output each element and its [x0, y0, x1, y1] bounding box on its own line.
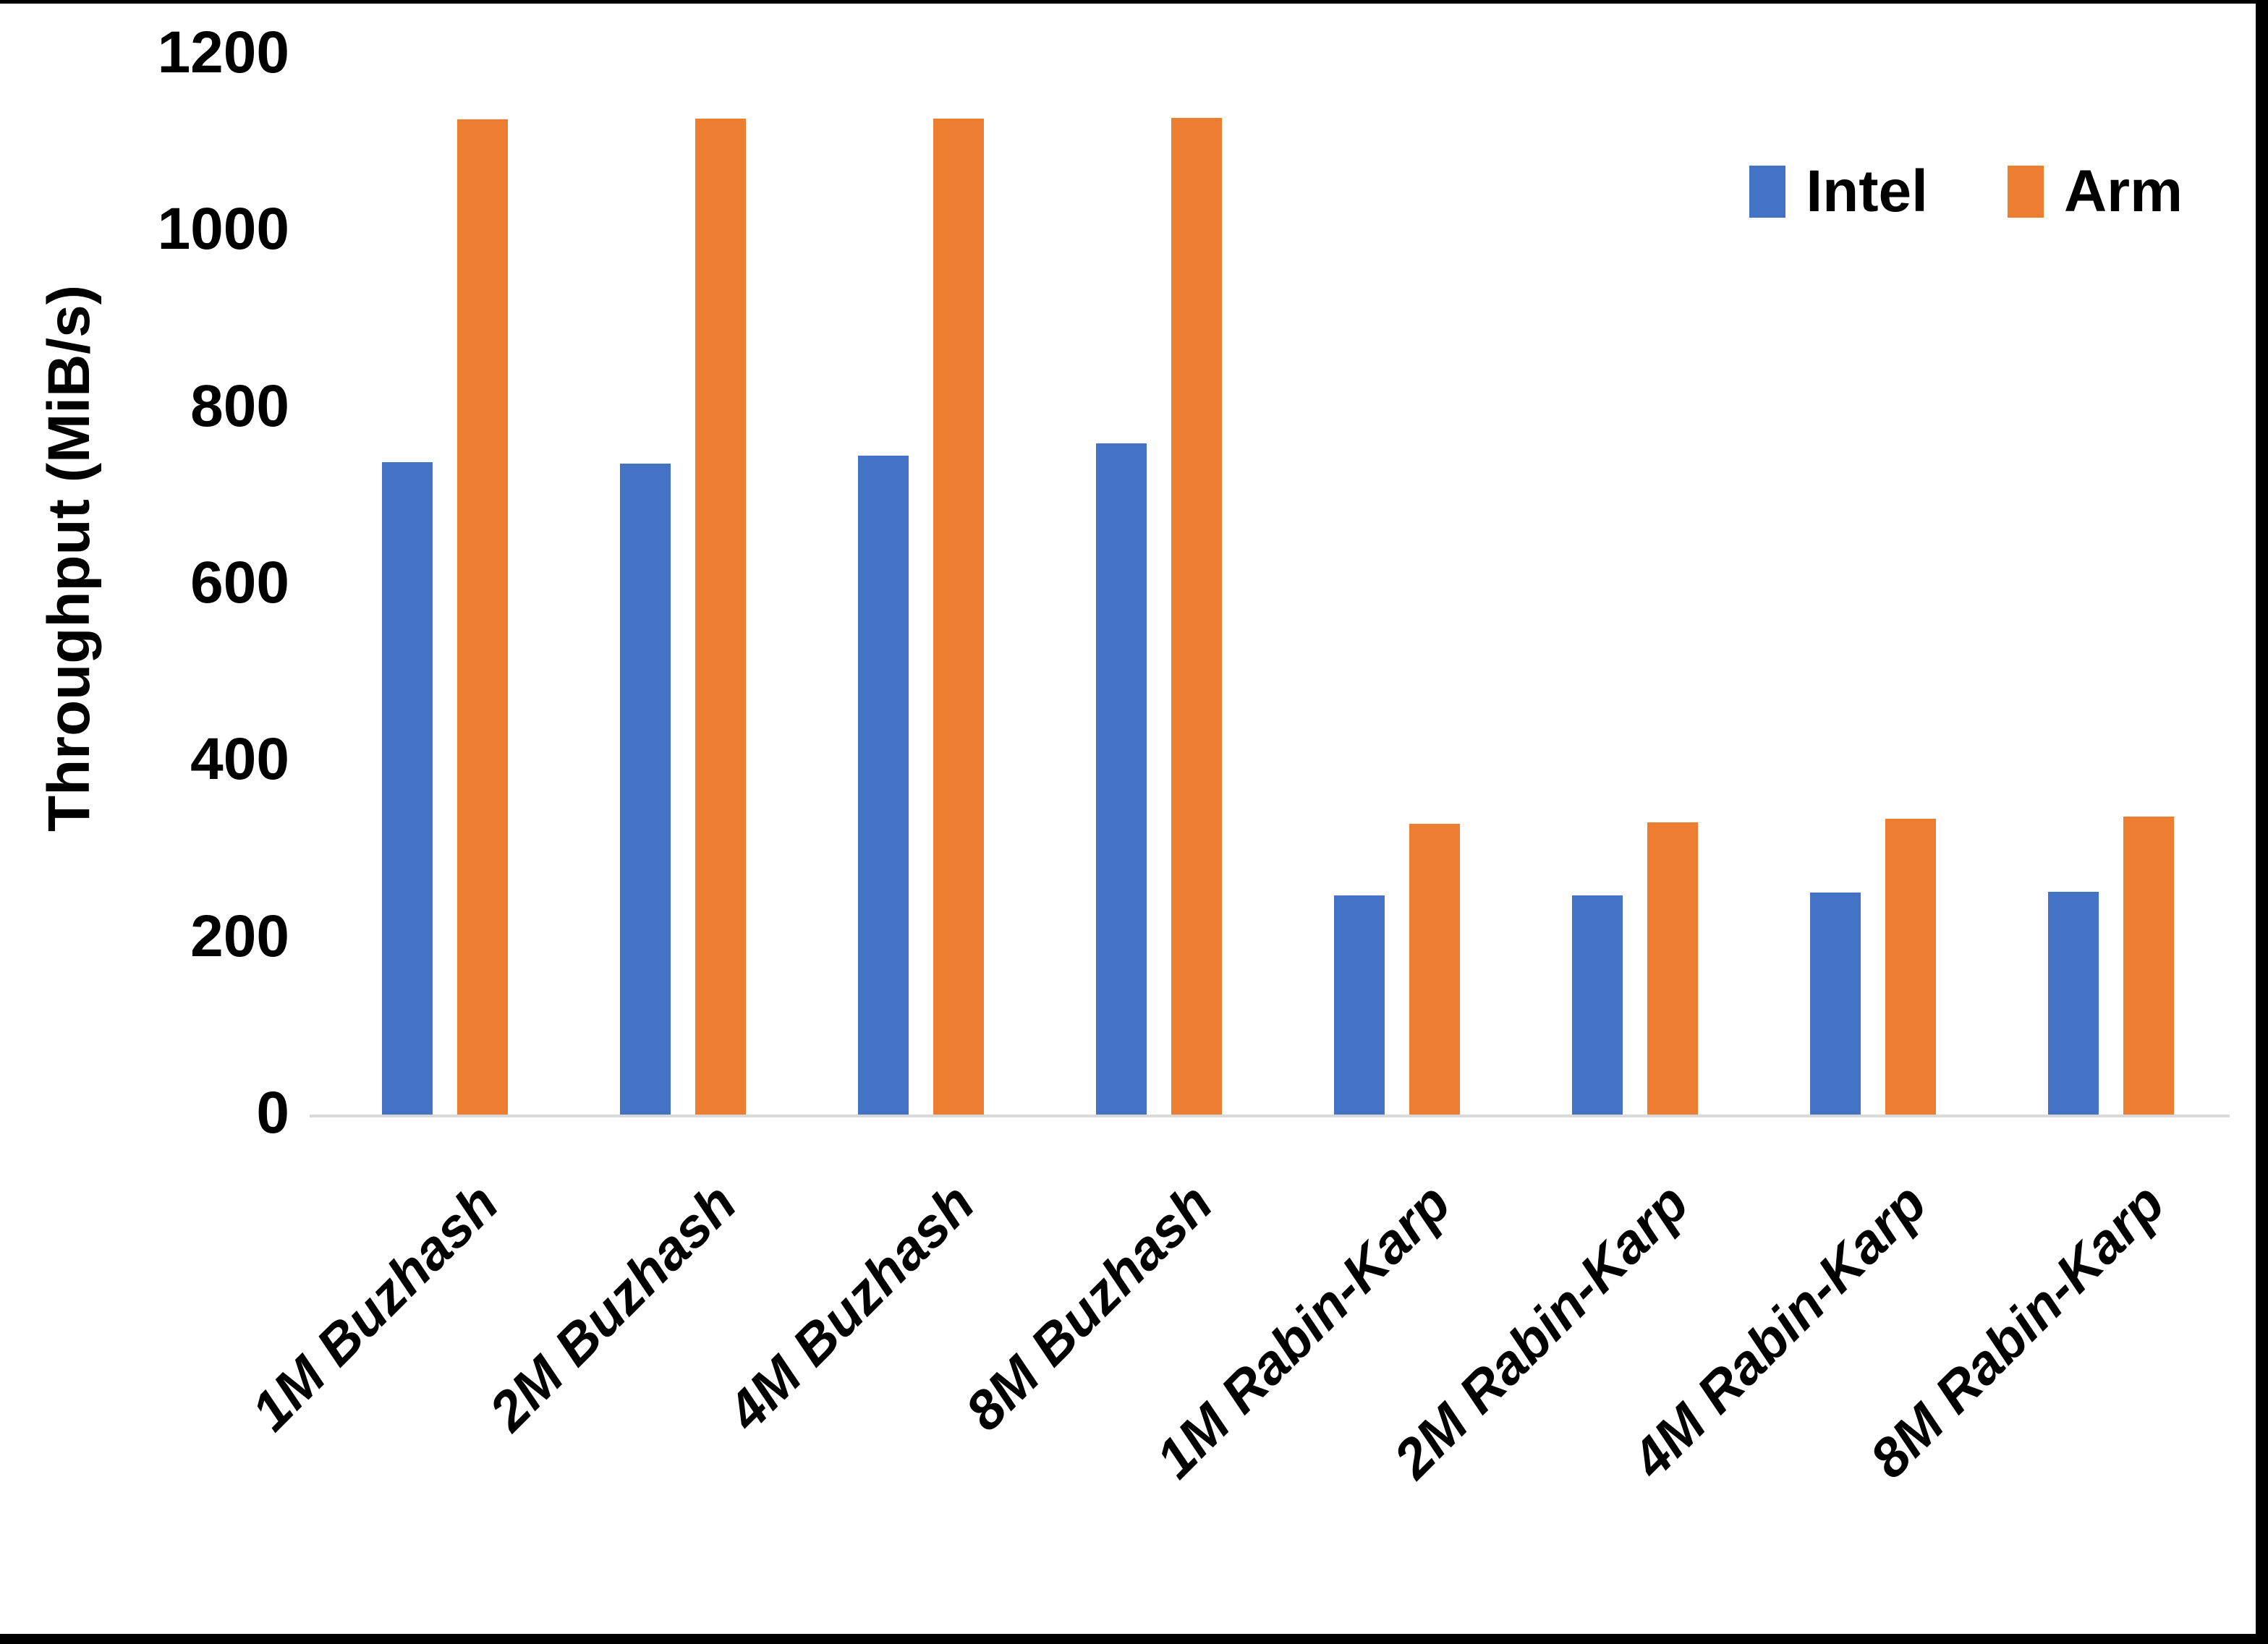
bar-intel-8	[2047, 892, 2099, 1115]
y-tick-label: 600	[190, 550, 289, 616]
legend-swatch-intel	[1749, 166, 1786, 218]
bar-arm-6	[1647, 822, 1698, 1115]
bar-arm-5	[1409, 824, 1460, 1115]
legend-item-intel: Intel	[1749, 158, 1928, 226]
frame-border-bottom	[0, 1634, 2268, 1644]
bar-intel-7	[1809, 893, 1861, 1115]
x-category-label: 4M Buzhash	[715, 1172, 987, 1443]
bar-arm-7	[1885, 818, 1936, 1115]
bar-arm-1	[456, 119, 508, 1115]
legend: Intel Arm	[1749, 158, 2183, 226]
bar-intel-5	[1333, 895, 1385, 1115]
bar-arm-4	[1171, 117, 1222, 1115]
legend-item-arm: Arm	[2007, 158, 2183, 226]
y-tick-label: 200	[190, 903, 289, 969]
bar-intel-3	[857, 455, 909, 1115]
bar-intel-4	[1095, 443, 1147, 1115]
x-axis-line	[310, 1115, 2230, 1117]
y-tick-label: 400	[190, 726, 289, 793]
bar-arm-3	[933, 119, 984, 1115]
legend-swatch-arm	[2007, 166, 2044, 218]
y-tick-label: 800	[190, 372, 289, 439]
bar-intel-1	[381, 462, 433, 1115]
bar-arm-2	[695, 119, 746, 1115]
bar-arm-8	[2123, 817, 2174, 1115]
x-category-label: 8M Buzhash	[954, 1172, 1225, 1443]
bar-intel-2	[619, 463, 671, 1115]
bar-intel-6	[1571, 895, 1623, 1115]
legend-label-arm: Arm	[2063, 158, 2183, 224]
frame-border-top	[0, 0, 2268, 4]
y-tick-label: 1200	[157, 20, 289, 86]
legend-label-intel: Intel	[1806, 158, 1928, 224]
x-category-label: 1M Buzhash	[239, 1172, 511, 1443]
y-tick-label: 1000	[157, 196, 289, 263]
x-category-label: 2M Buzhash	[477, 1172, 749, 1443]
y-tick-label: 0	[256, 1080, 289, 1146]
frame-border-right	[2256, 0, 2268, 1644]
